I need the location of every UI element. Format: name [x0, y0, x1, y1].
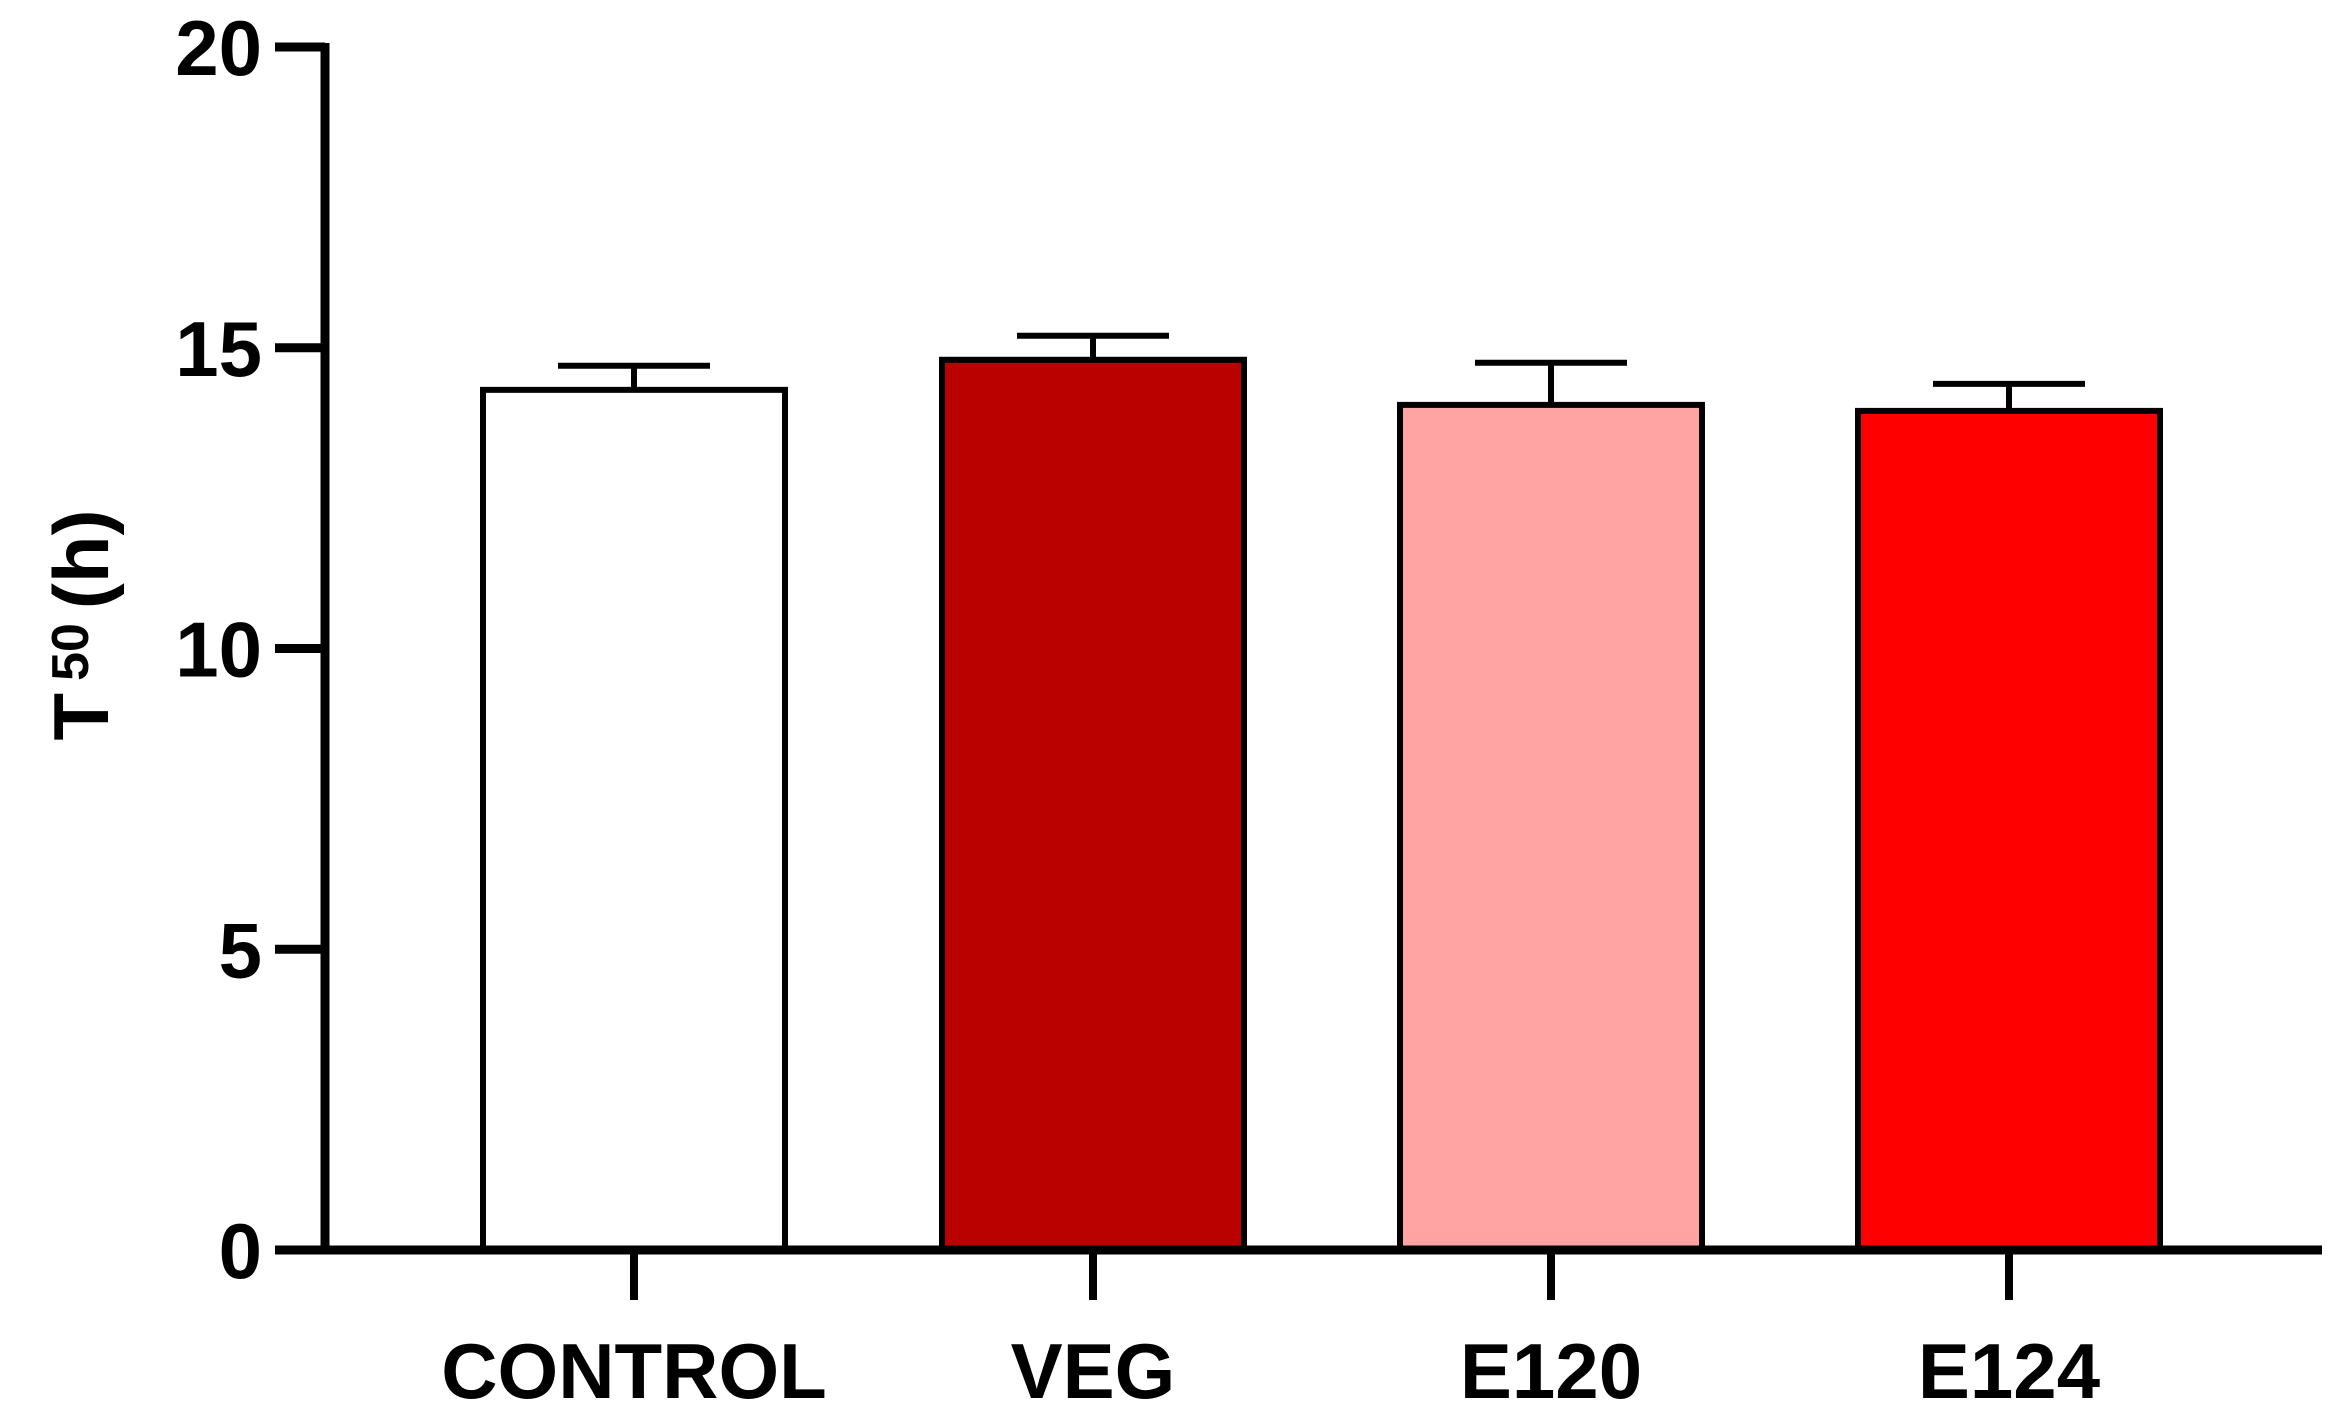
y-tick-label-10: 10	[175, 606, 262, 694]
x-tick-label-veg: VEG	[1011, 1327, 1176, 1415]
x-tick-label-control: CONTROL	[441, 1327, 827, 1415]
axes-layer	[275, 42, 2322, 1300]
y-axis-title: T 50 (h)	[37, 509, 125, 740]
y-tick-label-20: 20	[175, 4, 262, 92]
y-axis-title-unit: (h)	[37, 509, 125, 609]
y-axis-title-main: T	[37, 693, 125, 741]
y-axis-title-subscript: 50	[42, 623, 100, 681]
bars-layer	[480, 356, 2163, 1254]
labels-layer: CONTROL VEG E120 E124 0 5 10 15 20	[175, 4, 2100, 1415]
y-tick-label-5: 5	[219, 906, 262, 994]
y-tick-label-0: 0	[219, 1207, 262, 1295]
x-tick-label-e120: E120	[1460, 1327, 1642, 1415]
bar-e120	[1397, 401, 1705, 1253]
y-tick-label-15: 15	[175, 305, 262, 393]
bar-e124	[1855, 407, 2163, 1254]
x-tick-label-e124: E124	[1918, 1327, 2100, 1415]
bar-veg	[939, 356, 1247, 1253]
error-bars-layer	[558, 332, 2085, 411]
bar-control	[480, 386, 788, 1254]
